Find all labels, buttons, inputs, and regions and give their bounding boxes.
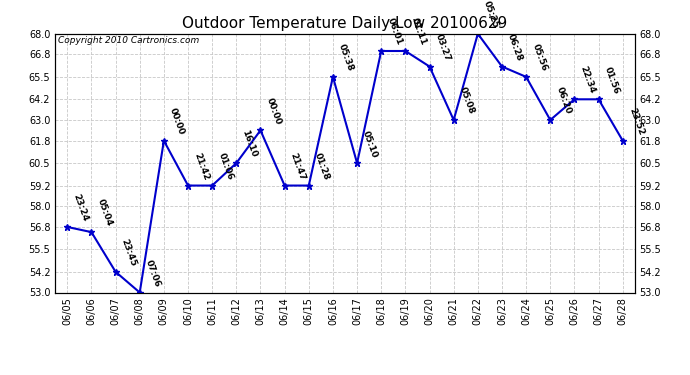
Text: 23:45: 23:45 [120,237,138,268]
Text: 16:10: 16:10 [241,129,259,159]
Text: 01:11: 01:11 [410,17,428,47]
Text: 05:04: 05:04 [96,198,114,228]
Text: 06:28: 06:28 [506,33,524,62]
Text: 06:20: 06:20 [555,86,573,116]
Text: 21:42: 21:42 [193,151,210,182]
Title: Outdoor Temperature Daily Low 20100629: Outdoor Temperature Daily Low 20100629 [182,16,508,31]
Text: 01:56: 01:56 [603,65,621,95]
Text: 05:56: 05:56 [531,43,549,73]
Text: Copyright 2010 Cartronics.com: Copyright 2010 Cartronics.com [58,36,199,45]
Text: 00:00: 00:00 [265,97,283,126]
Text: 22:34: 22:34 [579,65,597,95]
Text: 00:00: 00:00 [168,107,186,136]
Text: 07:06: 07:06 [144,258,162,288]
Text: 01:28: 01:28 [313,152,331,182]
Text: 21:47: 21:47 [289,151,307,182]
Text: 03:27: 03:27 [434,32,452,62]
Text: 05:08: 05:08 [458,86,476,116]
Text: 05:25: 05:25 [482,0,500,30]
Text: 06:01: 06:01 [386,17,404,47]
Text: 23:24: 23:24 [72,193,90,223]
Text: 01:06: 01:06 [217,152,235,182]
Text: 23:52: 23:52 [627,106,645,136]
Text: 05:10: 05:10 [362,129,380,159]
Text: 05:38: 05:38 [337,43,355,73]
